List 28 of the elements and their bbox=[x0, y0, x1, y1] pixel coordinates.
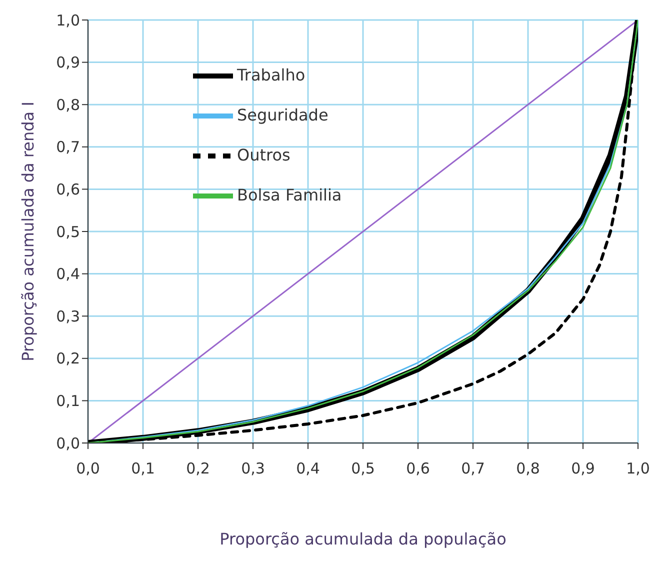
x-tick-label: 1,0 bbox=[626, 460, 650, 478]
y-tick-label: 0,6 bbox=[56, 180, 80, 199]
x-tick-label: 0,0 bbox=[76, 460, 100, 478]
x-axis-title: Proporção acumulada da população bbox=[220, 529, 506, 548]
legend-label: Bolsa Familia bbox=[237, 185, 342, 204]
y-tick-label: 0,8 bbox=[56, 96, 80, 114]
x-tick-label: 0,9 bbox=[571, 460, 595, 478]
y-tick-label: 0,2 bbox=[56, 350, 80, 368]
y-tick-label: 1,0 bbox=[56, 11, 80, 30]
x-tick-label: 0,8 bbox=[516, 460, 540, 478]
x-tick-label: 0,3 bbox=[241, 460, 265, 478]
x-tick-label: 0,6 bbox=[406, 460, 430, 478]
y-axis-title: Proporção acumulada da renda I bbox=[18, 102, 38, 362]
y-tick-label: 0,9 bbox=[56, 54, 80, 72]
y-tick-label: 0,5 bbox=[56, 222, 80, 241]
legend-label: Seguridade bbox=[237, 105, 328, 124]
x-tick-label: 0,4 bbox=[296, 460, 320, 478]
y-tick-label: 0,1 bbox=[56, 392, 80, 410]
legend-label: Outros bbox=[237, 145, 290, 164]
x-tick-label: 0,1 bbox=[131, 460, 155, 478]
y-tick-label: 0,3 bbox=[56, 307, 80, 326]
x-tick-label: 0,7 bbox=[461, 460, 485, 478]
legend-label: Trabalho bbox=[237, 65, 306, 84]
y-tick-label: 0,0 bbox=[56, 434, 80, 452]
x-tick-label: 0,5 bbox=[351, 460, 375, 478]
y-tick-label: 0,7 bbox=[56, 138, 80, 156]
y-tick-label: 0,4 bbox=[56, 265, 80, 284]
x-tick-label: 0,2 bbox=[186, 460, 210, 478]
